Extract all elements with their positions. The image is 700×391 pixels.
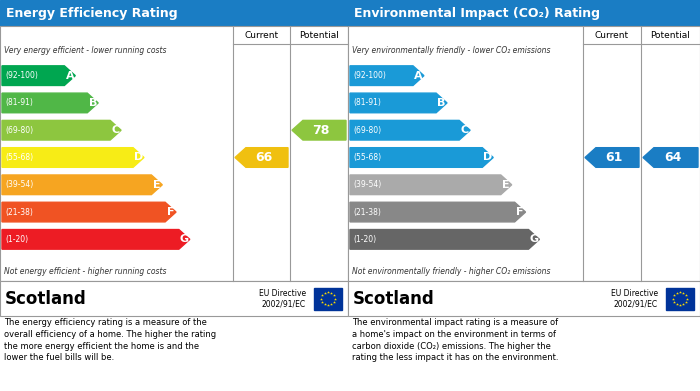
- Polygon shape: [350, 202, 526, 222]
- Text: Very energy efficient - lower running costs: Very energy efficient - lower running co…: [4, 46, 167, 55]
- Polygon shape: [643, 148, 698, 167]
- Text: Not environmentally friendly - higher CO₂ emissions: Not environmentally friendly - higher CO…: [352, 267, 550, 276]
- Text: E: E: [153, 180, 161, 190]
- Text: (69-80): (69-80): [5, 126, 33, 135]
- Polygon shape: [350, 175, 512, 195]
- Text: C: C: [111, 125, 120, 135]
- Bar: [0, 0, 348, 26]
- Text: G: G: [529, 234, 538, 244]
- Text: EU Directive
2002/91/EC: EU Directive 2002/91/EC: [611, 289, 658, 308]
- Text: B: B: [438, 98, 446, 108]
- Polygon shape: [2, 93, 98, 113]
- Polygon shape: [2, 230, 190, 249]
- Text: (39-54): (39-54): [5, 180, 34, 189]
- Text: Current: Current: [244, 30, 279, 39]
- Text: Scotland: Scotland: [353, 289, 435, 307]
- Text: (1-20): (1-20): [5, 235, 28, 244]
- Polygon shape: [235, 148, 288, 167]
- Text: B: B: [88, 98, 97, 108]
- Polygon shape: [2, 66, 76, 86]
- Text: Environmental Impact (CO₂) Rating: Environmental Impact (CO₂) Rating: [354, 7, 600, 20]
- Text: (92-100): (92-100): [353, 71, 386, 80]
- Text: A: A: [66, 71, 74, 81]
- Text: (92-100): (92-100): [5, 71, 38, 80]
- Polygon shape: [350, 93, 447, 113]
- Polygon shape: [350, 120, 470, 140]
- Text: EU Directive
2002/91/EC: EU Directive 2002/91/EC: [259, 289, 306, 308]
- Polygon shape: [350, 148, 494, 167]
- Bar: [0, 26, 348, 281]
- Text: 66: 66: [255, 151, 272, 164]
- Text: Scotland: Scotland: [5, 289, 87, 307]
- Text: C: C: [461, 125, 469, 135]
- Polygon shape: [350, 230, 540, 249]
- Polygon shape: [292, 120, 346, 140]
- Text: F: F: [517, 207, 524, 217]
- Bar: [666, 287, 694, 310]
- Bar: [314, 287, 342, 310]
- Text: (81-91): (81-91): [5, 99, 33, 108]
- Bar: [348, 281, 700, 316]
- Text: 64: 64: [664, 151, 681, 164]
- Text: A: A: [414, 71, 423, 81]
- Bar: [348, 0, 700, 26]
- Text: The environmental impact rating is a measure of
a home's impact on the environme: The environmental impact rating is a mea…: [352, 318, 559, 362]
- Text: Potential: Potential: [650, 30, 690, 39]
- Polygon shape: [2, 175, 162, 195]
- Text: The energy efficiency rating is a measure of the
overall efficiency of a home. T: The energy efficiency rating is a measur…: [4, 318, 216, 362]
- Text: (81-91): (81-91): [353, 99, 381, 108]
- Bar: [0, 281, 348, 316]
- Text: E: E: [503, 180, 510, 190]
- Polygon shape: [2, 202, 176, 222]
- Text: (39-54): (39-54): [353, 180, 382, 189]
- Text: Very environmentally friendly - lower CO₂ emissions: Very environmentally friendly - lower CO…: [352, 46, 550, 55]
- Text: (55-68): (55-68): [5, 153, 33, 162]
- Polygon shape: [585, 148, 639, 167]
- Polygon shape: [350, 66, 424, 86]
- Text: G: G: [180, 234, 189, 244]
- Text: 61: 61: [606, 151, 623, 164]
- Text: F: F: [167, 207, 174, 217]
- Text: (69-80): (69-80): [353, 126, 381, 135]
- Polygon shape: [2, 148, 144, 167]
- Text: D: D: [483, 152, 492, 163]
- Text: (21-38): (21-38): [353, 208, 381, 217]
- Text: Potential: Potential: [299, 30, 339, 39]
- Text: Not energy efficient - higher running costs: Not energy efficient - higher running co…: [4, 267, 167, 276]
- Polygon shape: [2, 120, 121, 140]
- Text: Current: Current: [595, 30, 629, 39]
- Text: 78: 78: [312, 124, 330, 137]
- Text: (1-20): (1-20): [353, 235, 376, 244]
- Text: Energy Efficiency Rating: Energy Efficiency Rating: [6, 7, 178, 20]
- Text: (21-38): (21-38): [5, 208, 33, 217]
- Text: (55-68): (55-68): [353, 153, 381, 162]
- Bar: [348, 26, 700, 281]
- Text: D: D: [134, 152, 143, 163]
